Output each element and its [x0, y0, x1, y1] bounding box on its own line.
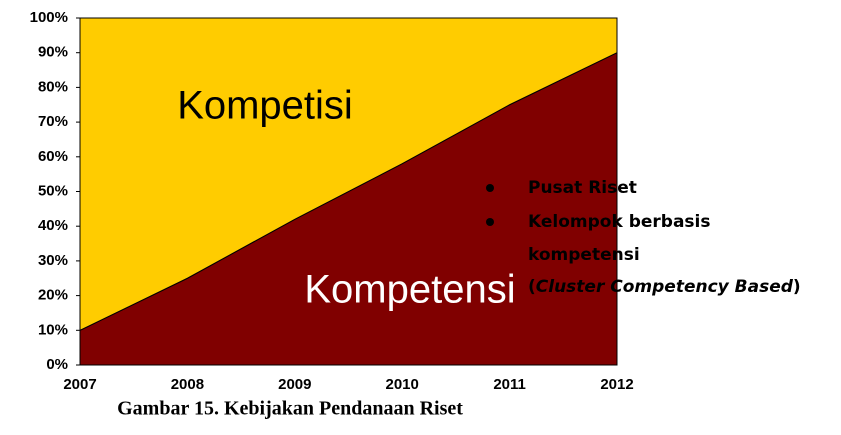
x-tick-label: 2012 [600, 376, 633, 393]
x-tick-label: 2008 [171, 376, 204, 393]
bullet [486, 218, 494, 226]
area [79, 17, 618, 332]
x-tick-label: 2007 [63, 376, 96, 393]
plot-area [79, 17, 618, 366]
annotation: kompetensi [528, 245, 640, 265]
y-tick-label: 80% [38, 78, 68, 95]
annotation: ) [793, 277, 801, 297]
y-tick-label: 50% [38, 182, 68, 199]
y-tick-label: 10% [38, 321, 68, 338]
y-tick-label: 20% [38, 287, 68, 304]
y-tick-label: 100% [30, 9, 68, 26]
caption: Gambar 15. Kebijakan Pendanaan Riset [117, 398, 463, 420]
x-tick-label: 2009 [278, 376, 311, 393]
y-tick-label: 30% [38, 252, 68, 269]
bullet [486, 184, 494, 192]
annotation: ( [528, 277, 536, 297]
x-tick-label: 2010 [386, 376, 419, 393]
series-label: Kompetisi [177, 84, 353, 128]
y-tick-label: 60% [38, 148, 68, 165]
y-tick-label: 40% [38, 217, 68, 234]
annotation: Kelompok berbasis [528, 212, 710, 232]
annotation: (Cluster Competency Based) [528, 277, 801, 297]
annotation: Pusat Riset [528, 178, 637, 198]
x-tick-label: 2011 [493, 376, 526, 393]
series-label: Kompetensi [304, 268, 515, 312]
y-tick-label: 0% [46, 356, 68, 373]
annotation: Cluster Competency Based [536, 277, 794, 297]
y-tick-label: 90% [38, 44, 68, 61]
y-tick-label: 70% [38, 113, 68, 130]
